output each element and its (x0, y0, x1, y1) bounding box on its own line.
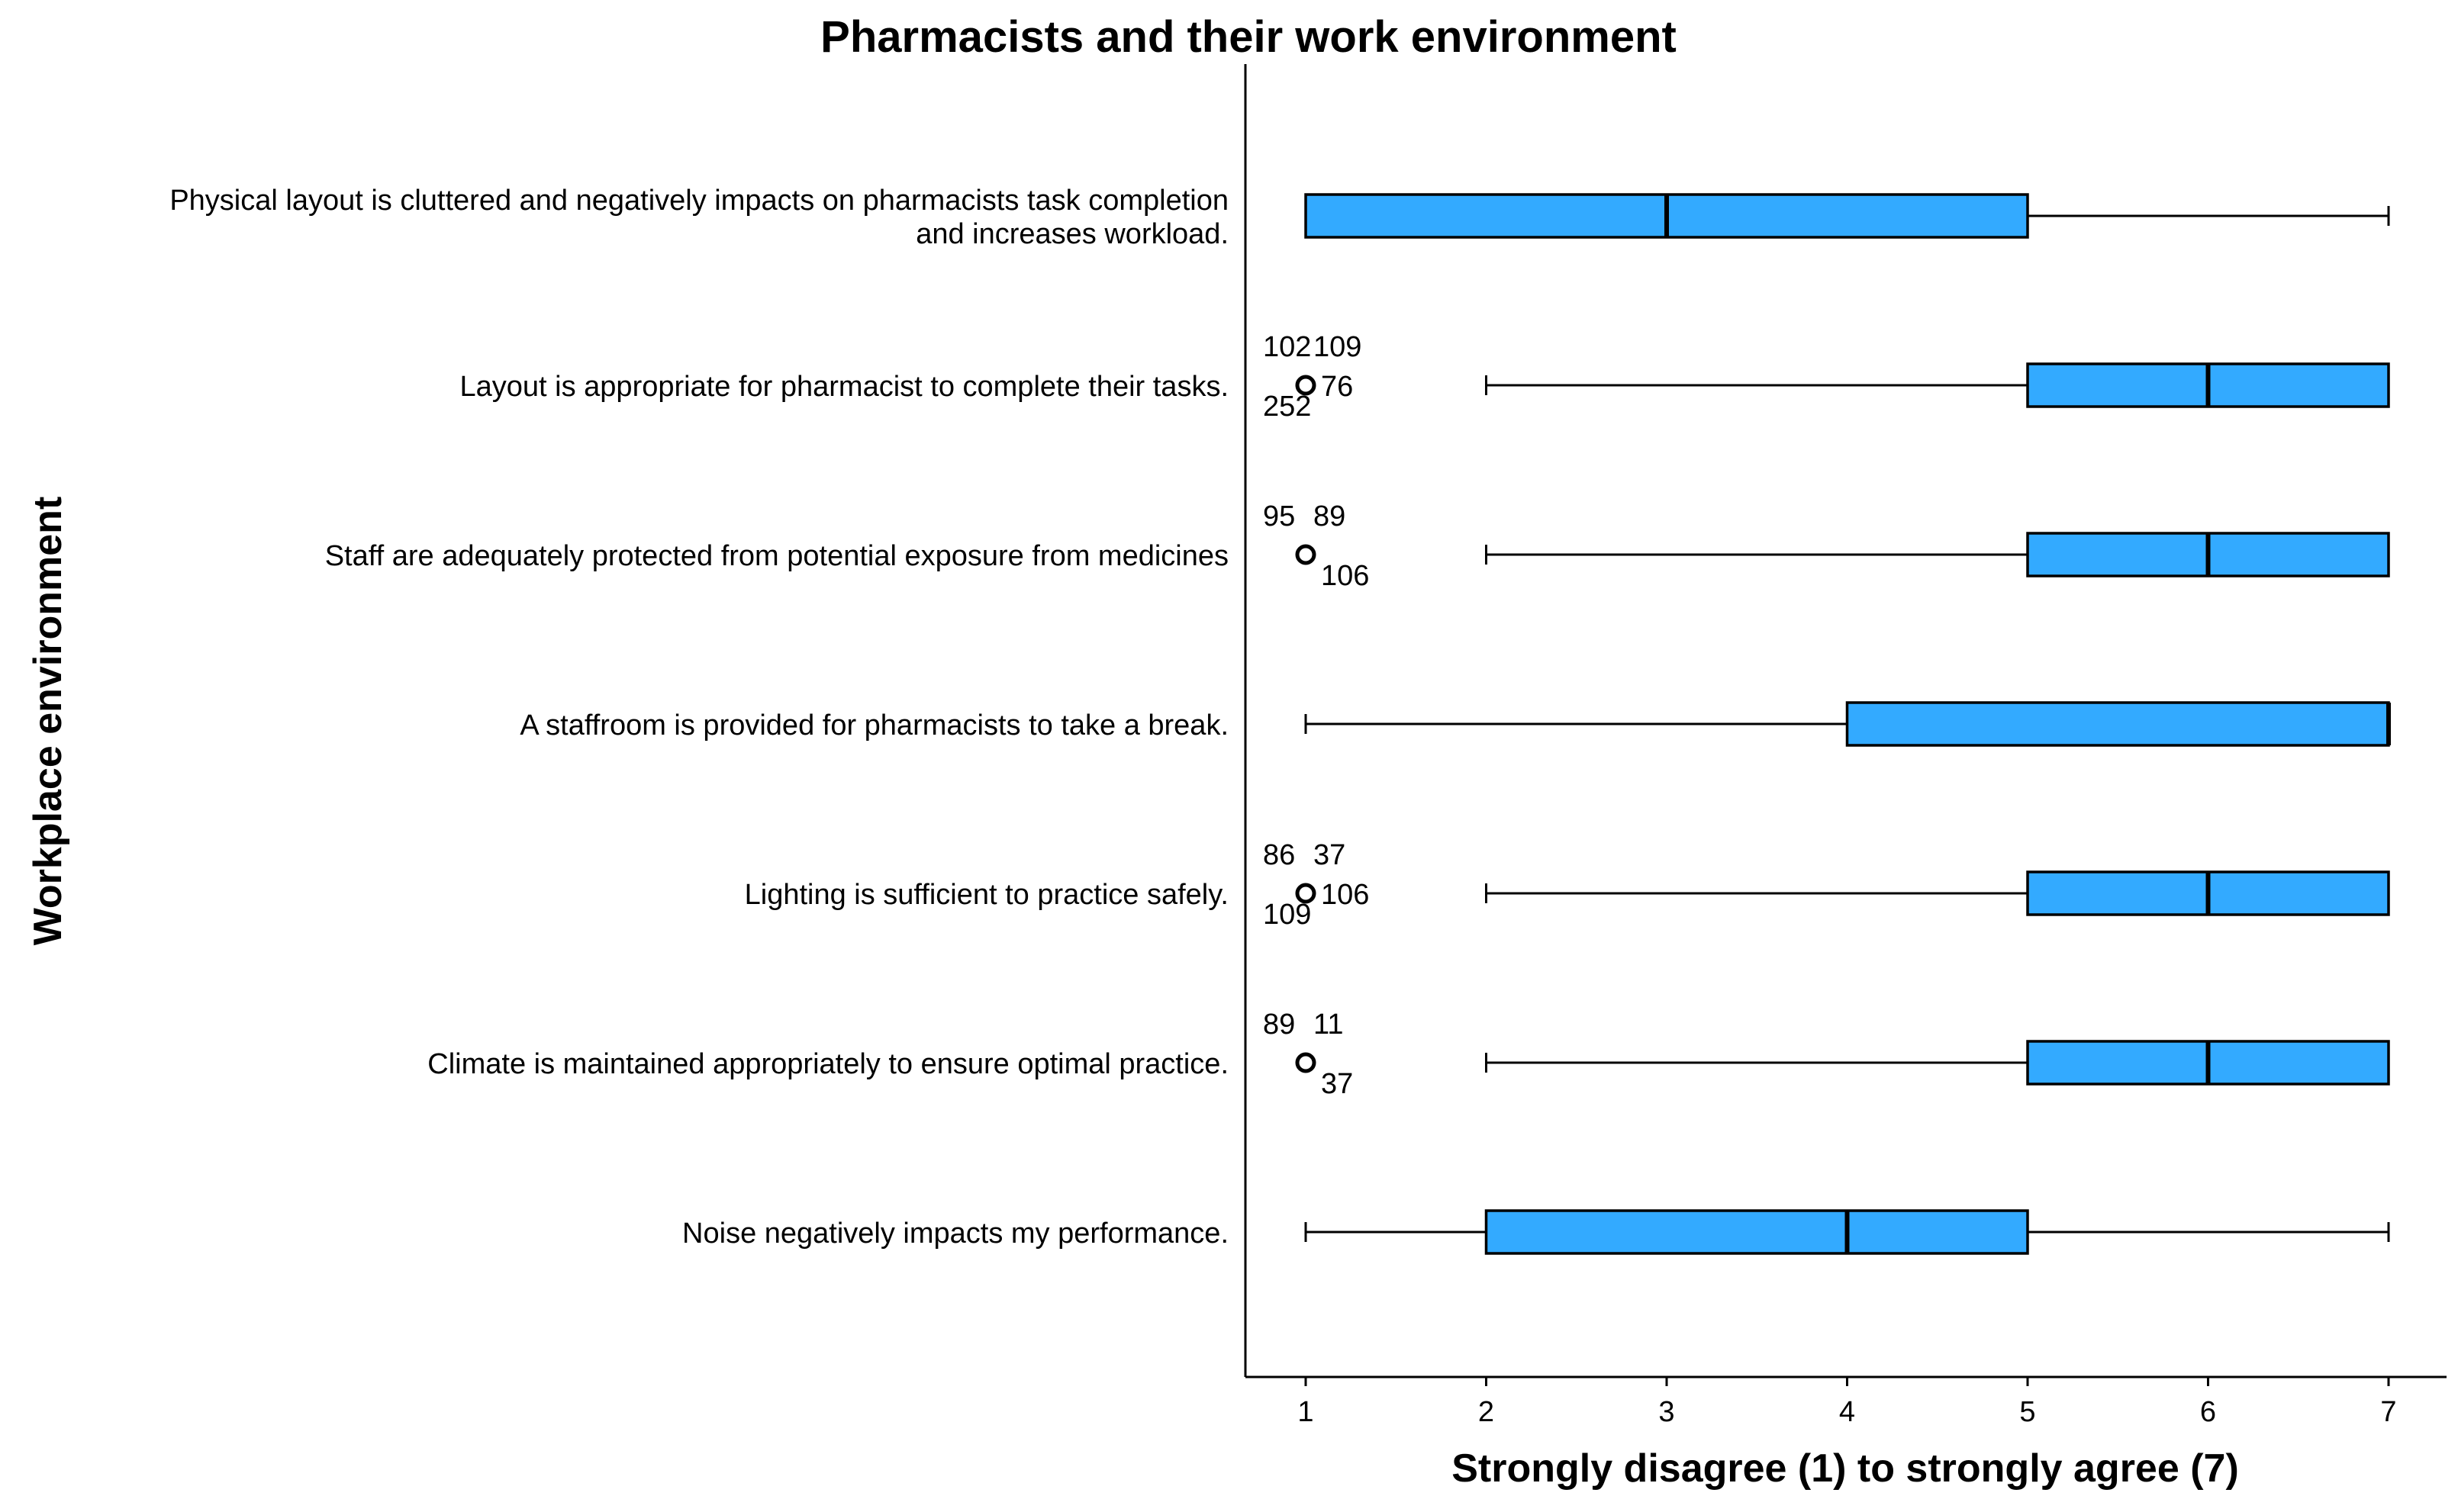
box-row: Layout is appropriate for pharmacist to … (460, 331, 2390, 423)
box-row: A staffroom is provided for pharmacists … (520, 701, 2391, 747)
box-row: Staff are adequately protected from pote… (325, 500, 2390, 592)
outlier-label: 86 (1263, 839, 1295, 871)
category-label: Physical layout is cluttered and negativ… (169, 185, 1229, 217)
x-axis-ticks: 1 2 3 4 5 6 7 (1297, 1377, 2397, 1428)
x-tick-label: 7 (2380, 1396, 2396, 1428)
box-row: Noise negatively impacts my performance. (682, 1209, 2390, 1255)
outlier-label: 37 (1313, 839, 1345, 871)
y-axis-label: Workplace environment (26, 497, 70, 946)
category-label: Noise negatively impacts my performance. (682, 1218, 1229, 1250)
outlier-label: 89 (1313, 500, 1345, 532)
x-tick-label: 3 (1658, 1396, 1674, 1428)
outlier-label: 37 (1321, 1068, 1353, 1100)
category-label: Staff are adequately protected from pote… (325, 540, 1229, 572)
outlier-label: 95 (1263, 500, 1295, 532)
outlier-point (1295, 375, 1316, 396)
x-tick-label: 1 (1297, 1396, 1313, 1428)
outlier-point (1295, 883, 1316, 904)
box-row: Climate is maintained appropriately to e… (427, 1009, 2390, 1100)
outlier-label: 109 (1263, 899, 1311, 931)
x-axis-label: Strongly disagree (1) to strongly agree … (1451, 1446, 2239, 1491)
category-label: Layout is appropriate for pharmacist to … (460, 371, 1229, 403)
category-label: A staffroom is provided for pharmacists … (520, 709, 1229, 742)
x-tick-label: 2 (1478, 1396, 1494, 1428)
outlier-label: 89 (1263, 1009, 1295, 1041)
outlier-label: 106 (1321, 560, 1369, 592)
outlier-label: 252 (1263, 391, 1311, 423)
iqr-box (1845, 701, 2390, 747)
category-label: Climate is maintained appropriately to e… (427, 1048, 1229, 1080)
outlier-point (1295, 1052, 1316, 1073)
outlier-label: 76 (1321, 371, 1353, 403)
x-tick-label: 5 (2019, 1396, 2035, 1428)
boxplot-series: Physical layout is cluttered and negativ… (169, 185, 2391, 1255)
outlier-label: 102 (1263, 331, 1311, 363)
chart-title: Pharmacists and their work environment (820, 12, 1677, 62)
outlier-label: 109 (1313, 331, 1361, 363)
category-label: and increases workload. (916, 218, 1229, 250)
outlier-label: 106 (1321, 879, 1369, 911)
outlier-label: 11 (1313, 1009, 1343, 1041)
outlier-point (1295, 544, 1316, 565)
x-tick-label: 4 (1839, 1396, 1855, 1428)
x-tick-label: 6 (2200, 1396, 2216, 1428)
iqr-box (1484, 1209, 2029, 1255)
box-row: Lighting is sufficient to practice safel… (745, 839, 2390, 931)
box-row: Physical layout is cluttered and negativ… (169, 185, 2390, 250)
category-label: Lighting is sufficient to practice safel… (745, 879, 1229, 911)
